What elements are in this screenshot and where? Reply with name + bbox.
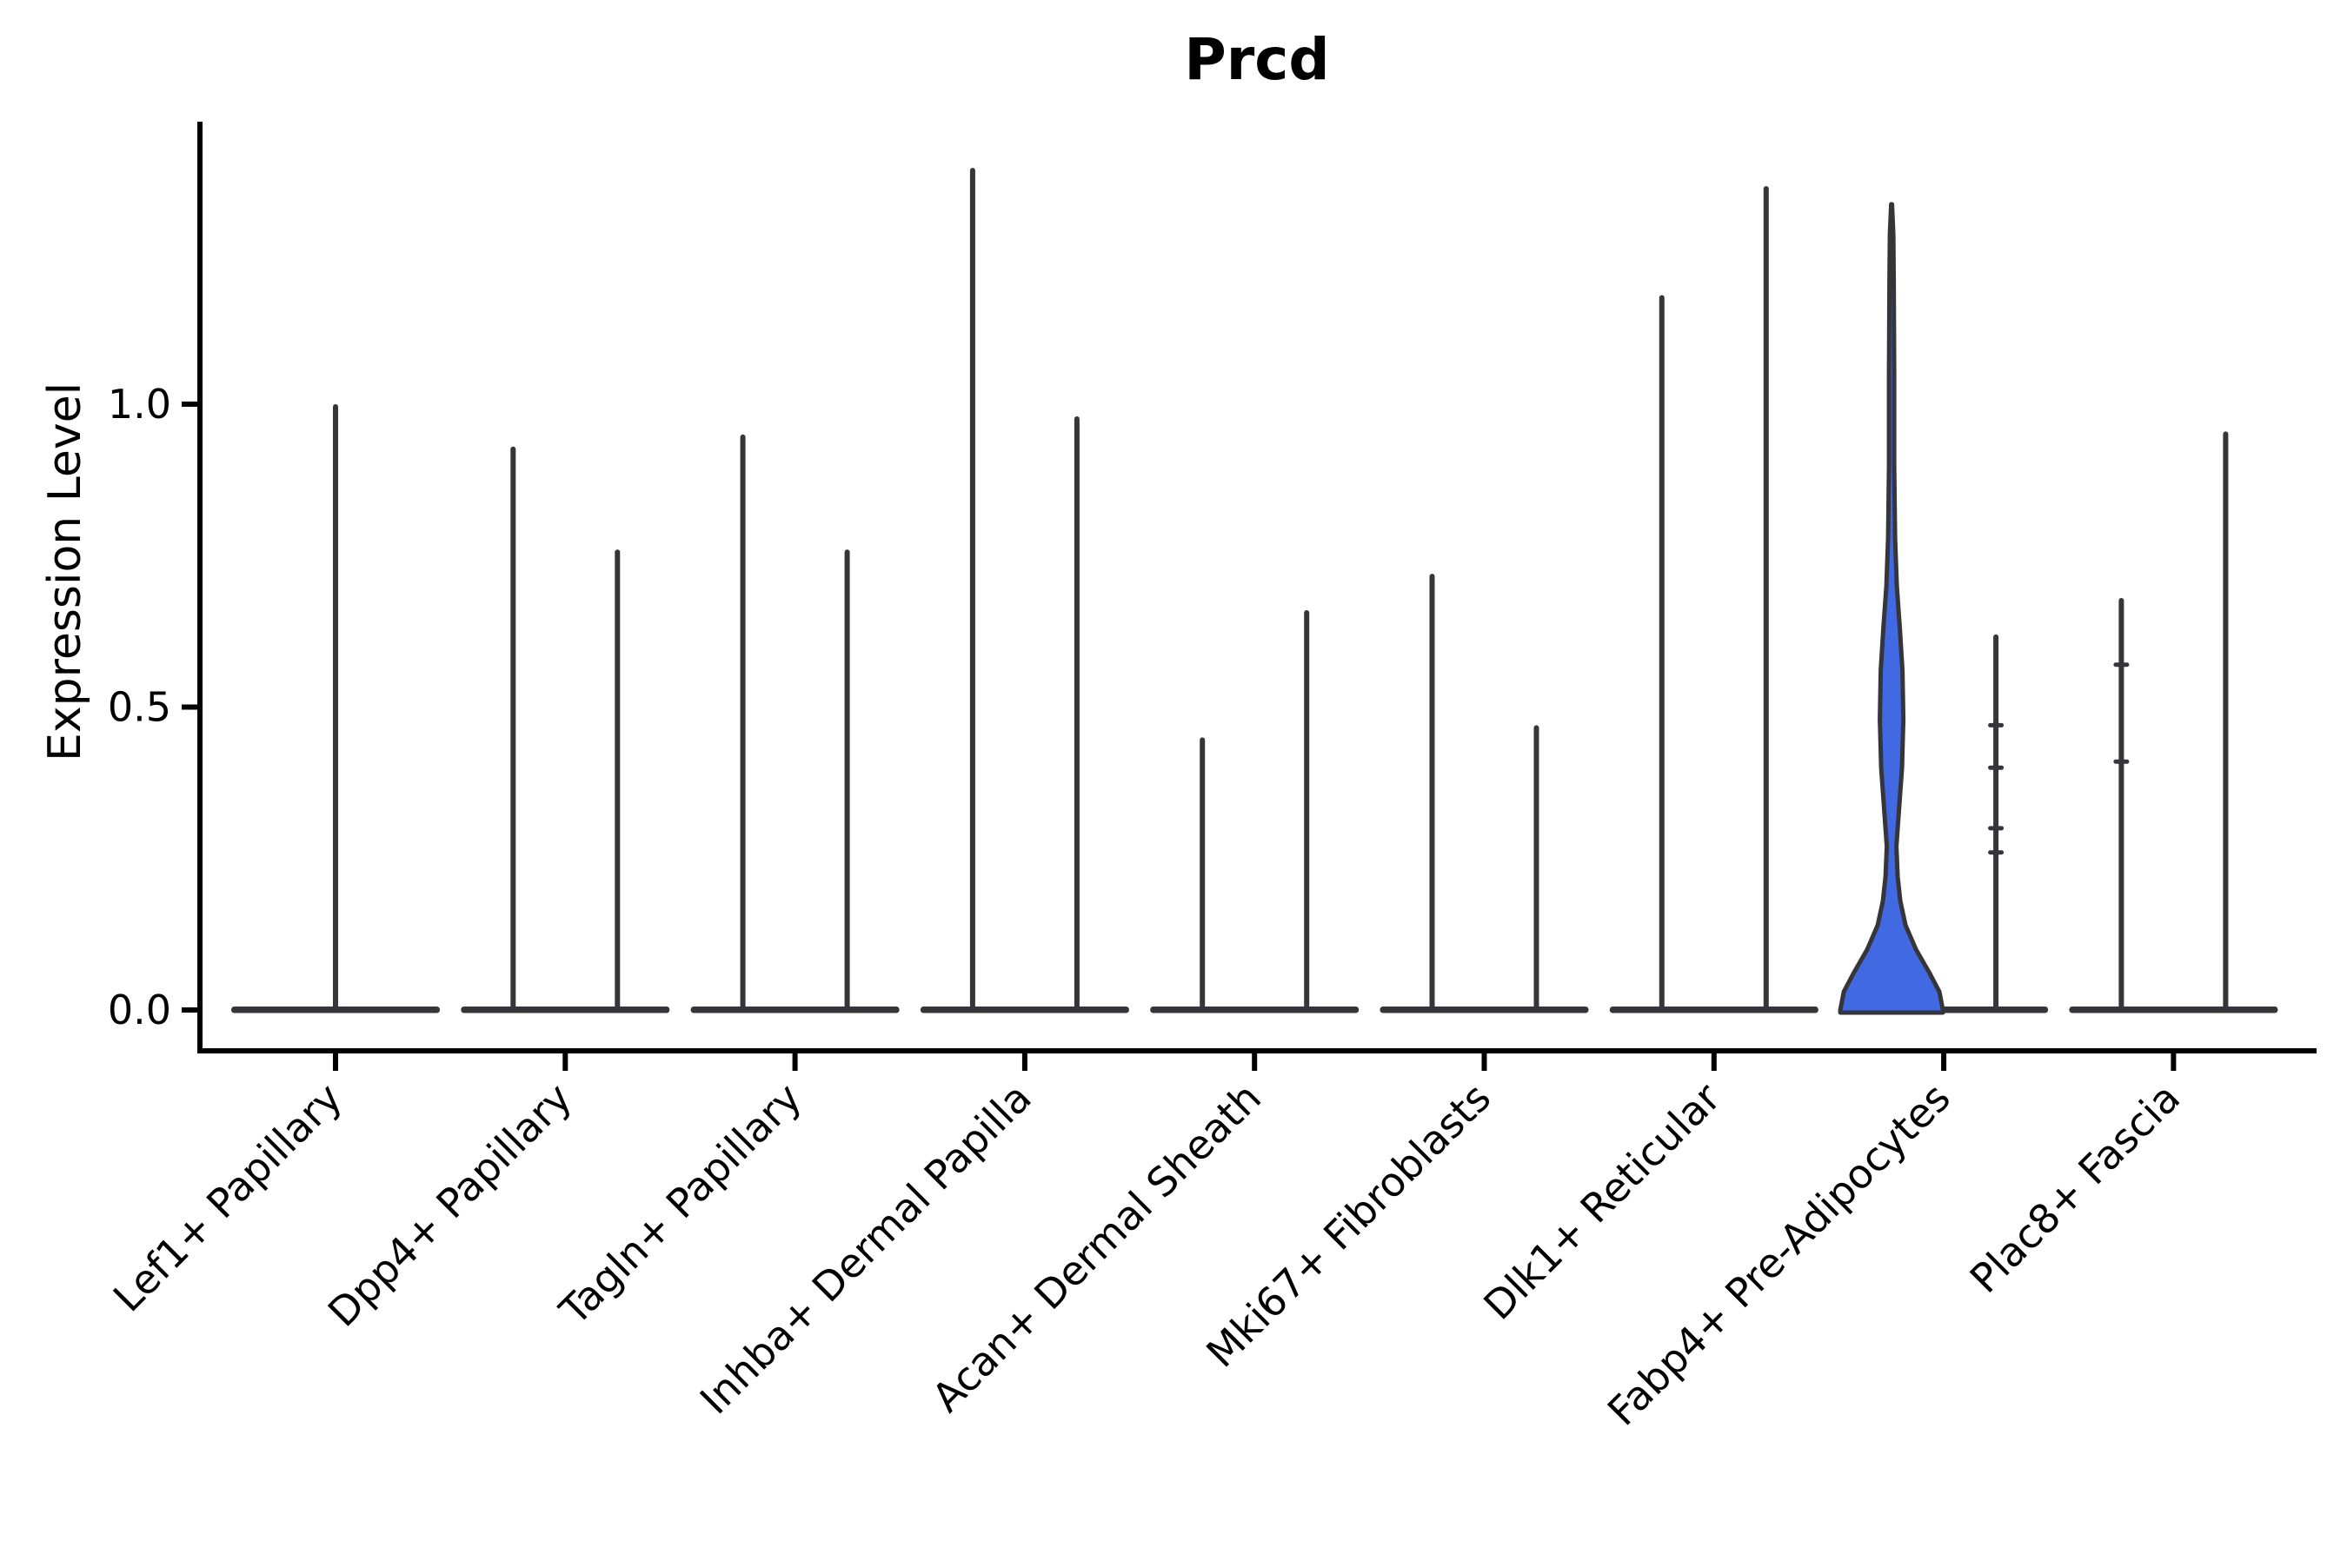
- violin-point-mark: [1988, 826, 2005, 831]
- violin-base-strip: [920, 1007, 1129, 1013]
- violin-point-mark: [1988, 765, 2005, 770]
- y-tick-label: 0.0: [108, 987, 171, 1033]
- y-tick-label: 1.0: [108, 381, 171, 428]
- violin-base-strip: [1380, 1007, 1589, 1013]
- x-category-label: Lef1+ Papillary: [104, 1074, 351, 1321]
- violin-point-mark: [2113, 759, 2130, 764]
- x-category-label: Plac8+ Fascia: [1961, 1074, 2189, 1302]
- violin-base-strip: [461, 1007, 670, 1013]
- y-axis-label: Expression Level: [39, 382, 91, 762]
- x-category-label: Tagln+ Papillary: [550, 1074, 811, 1335]
- chart-title: Prcd: [1184, 26, 1330, 93]
- violin-base-strip: [1150, 1007, 1360, 1013]
- x-category-label: Dlk1+ Reticular: [1474, 1074, 1729, 1329]
- violin-base-strip: [2069, 1007, 2278, 1013]
- violin-base-strip: [690, 1007, 900, 1013]
- violin-base-strip: [1609, 1007, 1818, 1013]
- violin-filled: [1838, 202, 1945, 1015]
- x-category-label: Dpp4+ Papillary: [319, 1074, 581, 1336]
- violin-point-mark: [1988, 850, 2005, 855]
- violin-point-mark: [2113, 662, 2130, 668]
- violin-point-mark: [1988, 722, 2005, 728]
- y-tick-label: 0.5: [108, 684, 171, 731]
